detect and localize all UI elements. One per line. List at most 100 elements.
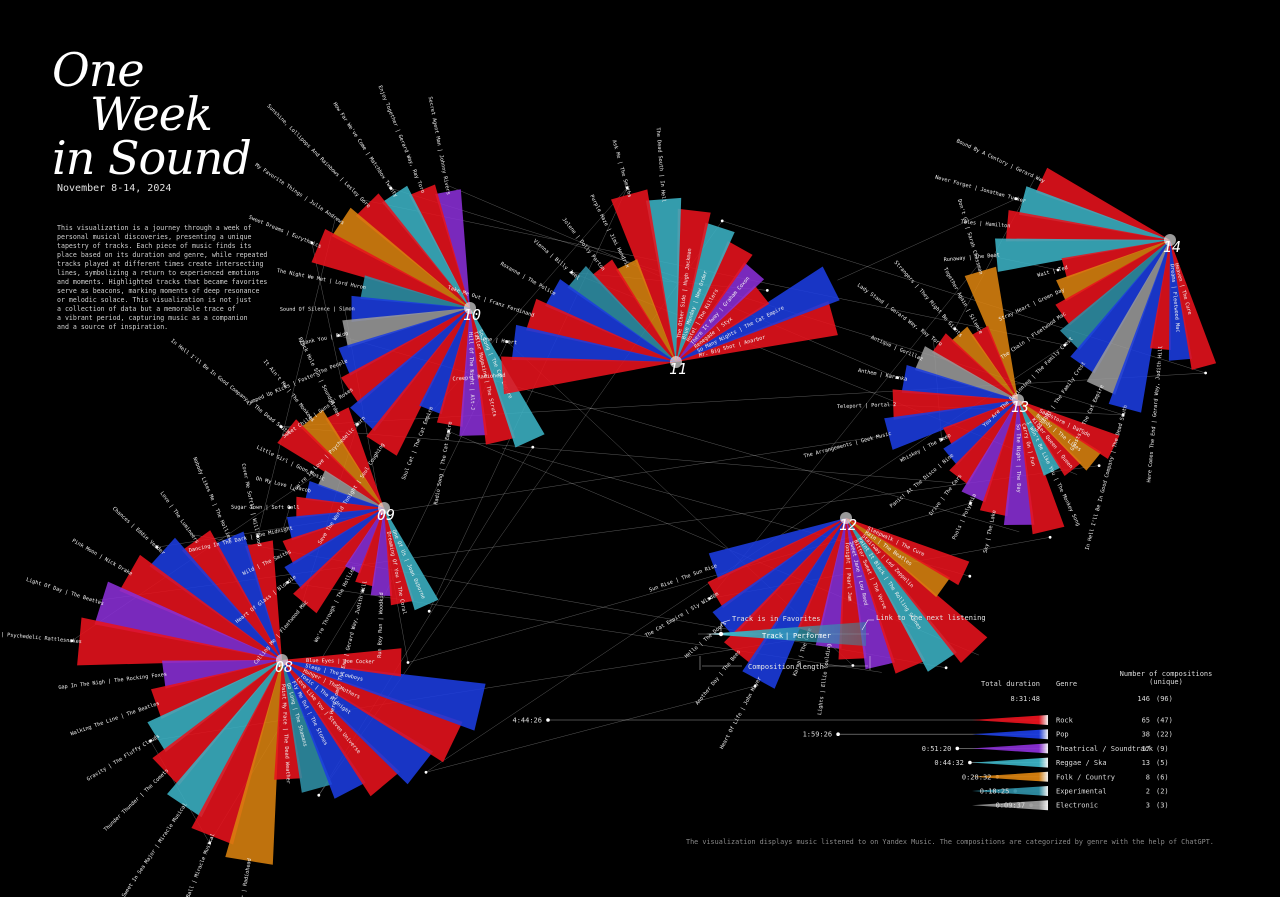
track-label: Little Yellow | Psychedelic Rattlesnakes [0, 628, 82, 645]
genre-swatch [972, 771, 1048, 782]
key-length-label: Composition length [748, 663, 824, 671]
day-label: 13 [1011, 398, 1029, 416]
track-wedge [676, 241, 753, 362]
genre-name: Reggae / Ska [1056, 759, 1107, 767]
track-label: Don't Go | Sarah Chessman [956, 199, 984, 276]
track-wedge [901, 365, 1018, 400]
track-wedge [815, 518, 846, 649]
link-dot [1097, 464, 1101, 467]
genre-name: Theatrical / Soundtrack [1056, 745, 1154, 753]
track-label: Pink Moon | Nick Drake [71, 538, 134, 577]
link-dot [753, 684, 757, 688]
track-label: Jolene | Dolly Parton [561, 217, 606, 272]
track-wedge [676, 285, 770, 362]
day-center [670, 356, 682, 368]
track-wedge [1018, 400, 1082, 476]
track-wedge [914, 346, 1018, 400]
track-wedge [384, 508, 439, 611]
link-dot [944, 666, 948, 670]
link-dot [256, 535, 260, 538]
link-dot [1204, 371, 1207, 375]
link-dot [427, 609, 431, 613]
track-label: Creep | Radiohead [452, 373, 505, 383]
track-wedge [591, 259, 676, 362]
track-wedge [1170, 240, 1217, 370]
track-wedge [409, 184, 470, 308]
track-wedge [545, 279, 676, 362]
track-label: Sugar Town | Soft Cell [231, 505, 300, 511]
genre-duration: 4:44:26 [512, 717, 542, 725]
track-wedge [943, 400, 1018, 446]
track-wedge [676, 222, 735, 362]
genre-row [968, 757, 1048, 768]
genre-duration: 0:18:25 [980, 788, 1010, 796]
track-label: White Ball | Miracle Musical [179, 833, 217, 897]
genre-duration: 1:59:26 [803, 731, 833, 739]
track-label: The Dead South | In Hell [655, 127, 667, 202]
track-wedge [1018, 400, 1062, 476]
track-label: Here Comes The End | Gerard Way, Judith … [1146, 345, 1164, 482]
genre-row [972, 771, 1048, 782]
link-dot [406, 661, 410, 664]
track-wedge [1005, 210, 1170, 242]
genre-count: 38 [1142, 731, 1150, 739]
link-dot [356, 423, 359, 426]
key-track-label: Track [762, 632, 784, 640]
track-wedge [282, 660, 366, 799]
link-dot [896, 376, 899, 379]
track-wedge [225, 660, 282, 865]
genre-duration: 0:51:20 [922, 745, 952, 753]
link-dot [1063, 343, 1067, 347]
track-label: Blue Eyes | Joe Cocker [306, 658, 375, 665]
genre-unique: (2) [1156, 788, 1169, 796]
track-wedge [1055, 240, 1170, 326]
genre-duration: 0:44:32 [934, 759, 964, 767]
link-dot [969, 501, 972, 505]
track-label: Runaway | The Beat [943, 252, 1000, 263]
track-wedge [338, 308, 470, 376]
track-label: Wait | Ted [1037, 265, 1069, 279]
link-dot [851, 664, 855, 667]
track-wedge [846, 518, 970, 586]
track-label: Gravity | The Fluffy Clouds [86, 733, 161, 782]
total-duration: 8:31:48 [1010, 695, 1040, 703]
genre-row [836, 729, 1048, 740]
track-wedge [931, 333, 1018, 400]
track-wedge [964, 266, 1018, 400]
genre-count: 17 [1142, 745, 1150, 753]
link-line [156, 435, 882, 548]
link-dot [310, 241, 314, 245]
track-label: Love | The Lumineers [159, 491, 200, 545]
link-dot [570, 271, 573, 274]
track-wedge [293, 508, 384, 614]
genre-count: 65 [1142, 717, 1150, 725]
link-dot [70, 639, 74, 643]
genre-row [955, 743, 1048, 754]
track-label: Radio Song | The Cat Empire [433, 421, 453, 505]
duration-dot [546, 718, 550, 722]
track-wedge [181, 530, 282, 660]
genre-duration: 0:09:37 [996, 802, 1026, 810]
link-line [257, 218, 336, 537]
track-wedge [971, 325, 1018, 400]
link-dot [505, 340, 509, 343]
track-wedge [1108, 240, 1170, 413]
track-wedge [707, 518, 846, 609]
link-dot [531, 445, 535, 449]
genre-name: Experimental [1056, 788, 1107, 796]
track-wedge [1035, 167, 1170, 240]
genre-unique: (9) [1156, 745, 1169, 753]
key-performer-label: Performer [793, 632, 831, 640]
track-wedge [951, 326, 1018, 400]
track-label: Lady Stand | Gerard Way, Ray Toro [856, 282, 943, 347]
track-label: Thank You | Dido [299, 331, 349, 347]
track-label: Bound By A Century | Gerard Way [955, 138, 1045, 184]
track-wedge [282, 660, 400, 797]
track-label: Roxanne | The Police [499, 261, 556, 297]
favorites-marker [718, 631, 724, 637]
track-wedge [331, 207, 470, 308]
track-wedge [149, 537, 282, 660]
link-dot [1014, 197, 1018, 201]
